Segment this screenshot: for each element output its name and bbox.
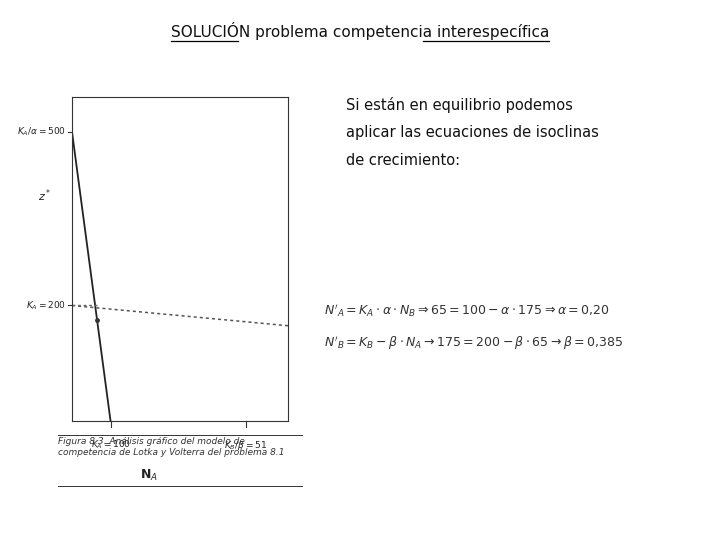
Text: Si están en equilibrio podemos: Si están en equilibrio podemos (346, 97, 572, 113)
Text: aplicar las ecuaciones de isoclinas: aplicar las ecuaciones de isoclinas (346, 125, 598, 140)
Text: $\it{N'_A = K_A \cdot \alpha \cdot N_B \Rightarrow 65 = 100 - \alpha \cdot 175 \: $\it{N'_A = K_A \cdot \alpha \cdot N_B \… (324, 302, 610, 319)
Text: $K_A/\alpha = 500$: $K_A/\alpha = 500$ (17, 126, 66, 138)
Text: SOLUCIÓN problema competencia interespecífica: SOLUCIÓN problema competencia interespec… (171, 22, 549, 39)
Text: $K_A = 200$: $K_A = 200$ (26, 299, 66, 312)
Text: Figura 8.3. Análisis gráfico del modelo de
competencia de Lotka y Volterra del p: Figura 8.3. Análisis gráfico del modelo … (58, 437, 284, 457)
Text: de crecimiento:: de crecimiento: (346, 153, 460, 168)
Text: $\mathbf{N}_A$: $\mathbf{N}_A$ (140, 468, 158, 483)
Text: $z^*$: $z^*$ (38, 187, 52, 204)
Text: $K_B/\beta = 51$: $K_B/\beta = 51$ (224, 438, 267, 451)
Text: $\it{N'_B = K_B - \beta \cdot N_A \rightarrow 175 = 200 - \beta \cdot 65 \righta: $\it{N'_B = K_B - \beta \cdot N_A \right… (324, 335, 623, 352)
Text: $K_A = 100$: $K_A = 100$ (91, 438, 130, 451)
